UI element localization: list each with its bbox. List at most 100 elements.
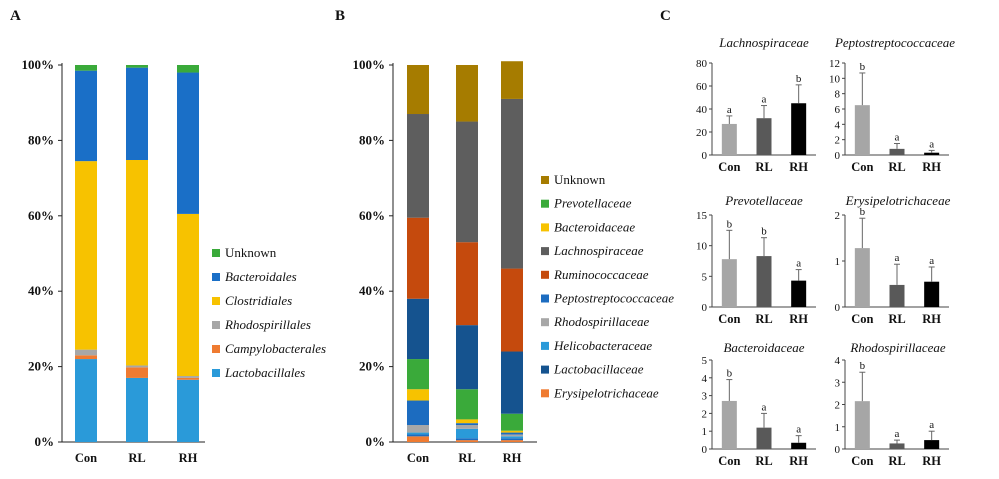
stack-segment bbox=[501, 98, 523, 269]
sub-y-tick-label: 3 bbox=[702, 391, 708, 403]
stack-segment bbox=[177, 213, 199, 377]
legend-swatch bbox=[541, 247, 549, 256]
stack-segment bbox=[75, 65, 97, 71]
stack-segment bbox=[407, 432, 429, 435]
significance-letter: a bbox=[727, 104, 732, 116]
stack-segment bbox=[456, 428, 478, 439]
sub-y-tick-label: 1 bbox=[702, 426, 708, 438]
legend-swatch bbox=[541, 199, 549, 208]
sub-category-label: RL bbox=[888, 312, 905, 326]
stack-segment bbox=[177, 65, 199, 73]
significance-letter: a bbox=[929, 138, 934, 150]
category-label: RL bbox=[458, 451, 475, 465]
sub-y-tick-label: 5 bbox=[702, 271, 708, 283]
y-tick-label: 60% bbox=[359, 208, 385, 223]
sub-y-tick-label: 15 bbox=[696, 210, 708, 222]
stack-segment bbox=[407, 389, 429, 401]
subchart-title: Rhodospirillaceae bbox=[849, 340, 946, 355]
sub-y-tick-label: 10 bbox=[696, 241, 708, 253]
stack-segment bbox=[126, 365, 148, 368]
sub-category-label: RL bbox=[888, 160, 905, 174]
sub-y-tick-label: 10 bbox=[829, 73, 841, 85]
legend-swatch bbox=[541, 389, 549, 398]
stack-segment bbox=[126, 367, 148, 378]
significance-letter: a bbox=[796, 424, 801, 436]
y-tick-label: 0% bbox=[35, 434, 55, 449]
stack-segment bbox=[456, 423, 478, 426]
stack-segment bbox=[456, 242, 478, 326]
legend-entry: Unknown bbox=[554, 172, 606, 187]
legend-entry: Bacteroidales bbox=[225, 269, 297, 284]
sub-category-label: RH bbox=[789, 454, 808, 468]
significance-letter: a bbox=[895, 428, 900, 440]
sub-y-tick-label: 20 bbox=[696, 127, 708, 139]
y-tick-label: 80% bbox=[28, 132, 54, 147]
stack-segment bbox=[126, 377, 148, 442]
legend-entry: Lachnospiraceae bbox=[553, 243, 644, 258]
stack-segment bbox=[501, 61, 523, 99]
legend-entry: Rhodospirillales bbox=[224, 317, 311, 332]
y-tick-label: 20% bbox=[28, 359, 54, 374]
stack-segment bbox=[75, 70, 97, 162]
stack-segment bbox=[177, 72, 199, 214]
category-label: Con bbox=[75, 451, 97, 465]
sub-category-label: RL bbox=[755, 160, 772, 174]
legend-entry: Lactobacillales bbox=[224, 365, 305, 380]
stack-segment bbox=[501, 434, 523, 437]
sub-bar bbox=[791, 280, 807, 307]
sub-bar bbox=[721, 123, 737, 155]
legend-swatch bbox=[212, 345, 220, 353]
category-label: RL bbox=[128, 451, 145, 465]
sub-category-label: Con bbox=[718, 160, 740, 174]
category-label: RH bbox=[503, 451, 522, 465]
legend-entry: Rhodospirillaceae bbox=[553, 314, 650, 329]
legend-entry: Erysipelotrichaceae bbox=[553, 385, 659, 400]
legend-entry: Lactobacillaceae bbox=[553, 362, 644, 377]
significance-letter: a bbox=[762, 401, 767, 413]
stack-segment bbox=[177, 376, 199, 378]
sub-category-label: RH bbox=[789, 160, 808, 174]
stack-segment bbox=[456, 419, 478, 424]
legend-swatch bbox=[212, 249, 220, 257]
sub-bar bbox=[854, 248, 870, 307]
significance-letter: b bbox=[860, 360, 866, 372]
y-tick-label: 60% bbox=[28, 208, 54, 223]
sub-y-tick-label: 4 bbox=[702, 373, 708, 385]
sub-bar bbox=[924, 440, 940, 449]
stack-segment bbox=[501, 438, 523, 441]
sub-bar bbox=[721, 400, 737, 449]
stack-segment bbox=[75, 349, 97, 356]
legend-swatch bbox=[212, 321, 220, 329]
sub-category-label: Con bbox=[851, 454, 873, 468]
significance-letter: b bbox=[761, 226, 767, 238]
stack-segment bbox=[75, 359, 97, 442]
significance-letter: b bbox=[860, 61, 866, 73]
stack-segment bbox=[407, 65, 429, 115]
subchart-title: Lachnospiraceae bbox=[718, 35, 809, 50]
sub-category-label: RH bbox=[922, 312, 941, 326]
sub-bar bbox=[889, 443, 905, 449]
sub-category-label: RH bbox=[922, 454, 941, 468]
legend-entry: Clostridiales bbox=[225, 293, 292, 308]
legend-swatch bbox=[212, 273, 220, 281]
significance-letter: a bbox=[796, 258, 801, 270]
stack-segment bbox=[407, 298, 429, 360]
stack-segment bbox=[501, 432, 523, 435]
stack-segment bbox=[407, 425, 429, 433]
stack-segment bbox=[126, 160, 148, 366]
sub-y-tick-label: 0 bbox=[702, 150, 708, 162]
significance-letter: a bbox=[762, 94, 767, 106]
sub-bar bbox=[924, 281, 940, 307]
y-tick-label: 100% bbox=[22, 57, 55, 72]
sub-y-tick-label: 6 bbox=[835, 104, 841, 116]
significance-letter: a bbox=[929, 419, 934, 431]
stack-segment bbox=[501, 413, 523, 431]
sub-category-label: RL bbox=[888, 454, 905, 468]
sub-category-label: Con bbox=[718, 454, 740, 468]
stack-segment bbox=[75, 161, 97, 350]
sub-bar bbox=[756, 118, 772, 155]
stack-segment bbox=[407, 114, 429, 218]
sub-y-tick-label: 5 bbox=[702, 355, 708, 367]
significance-letter: a bbox=[895, 132, 900, 144]
